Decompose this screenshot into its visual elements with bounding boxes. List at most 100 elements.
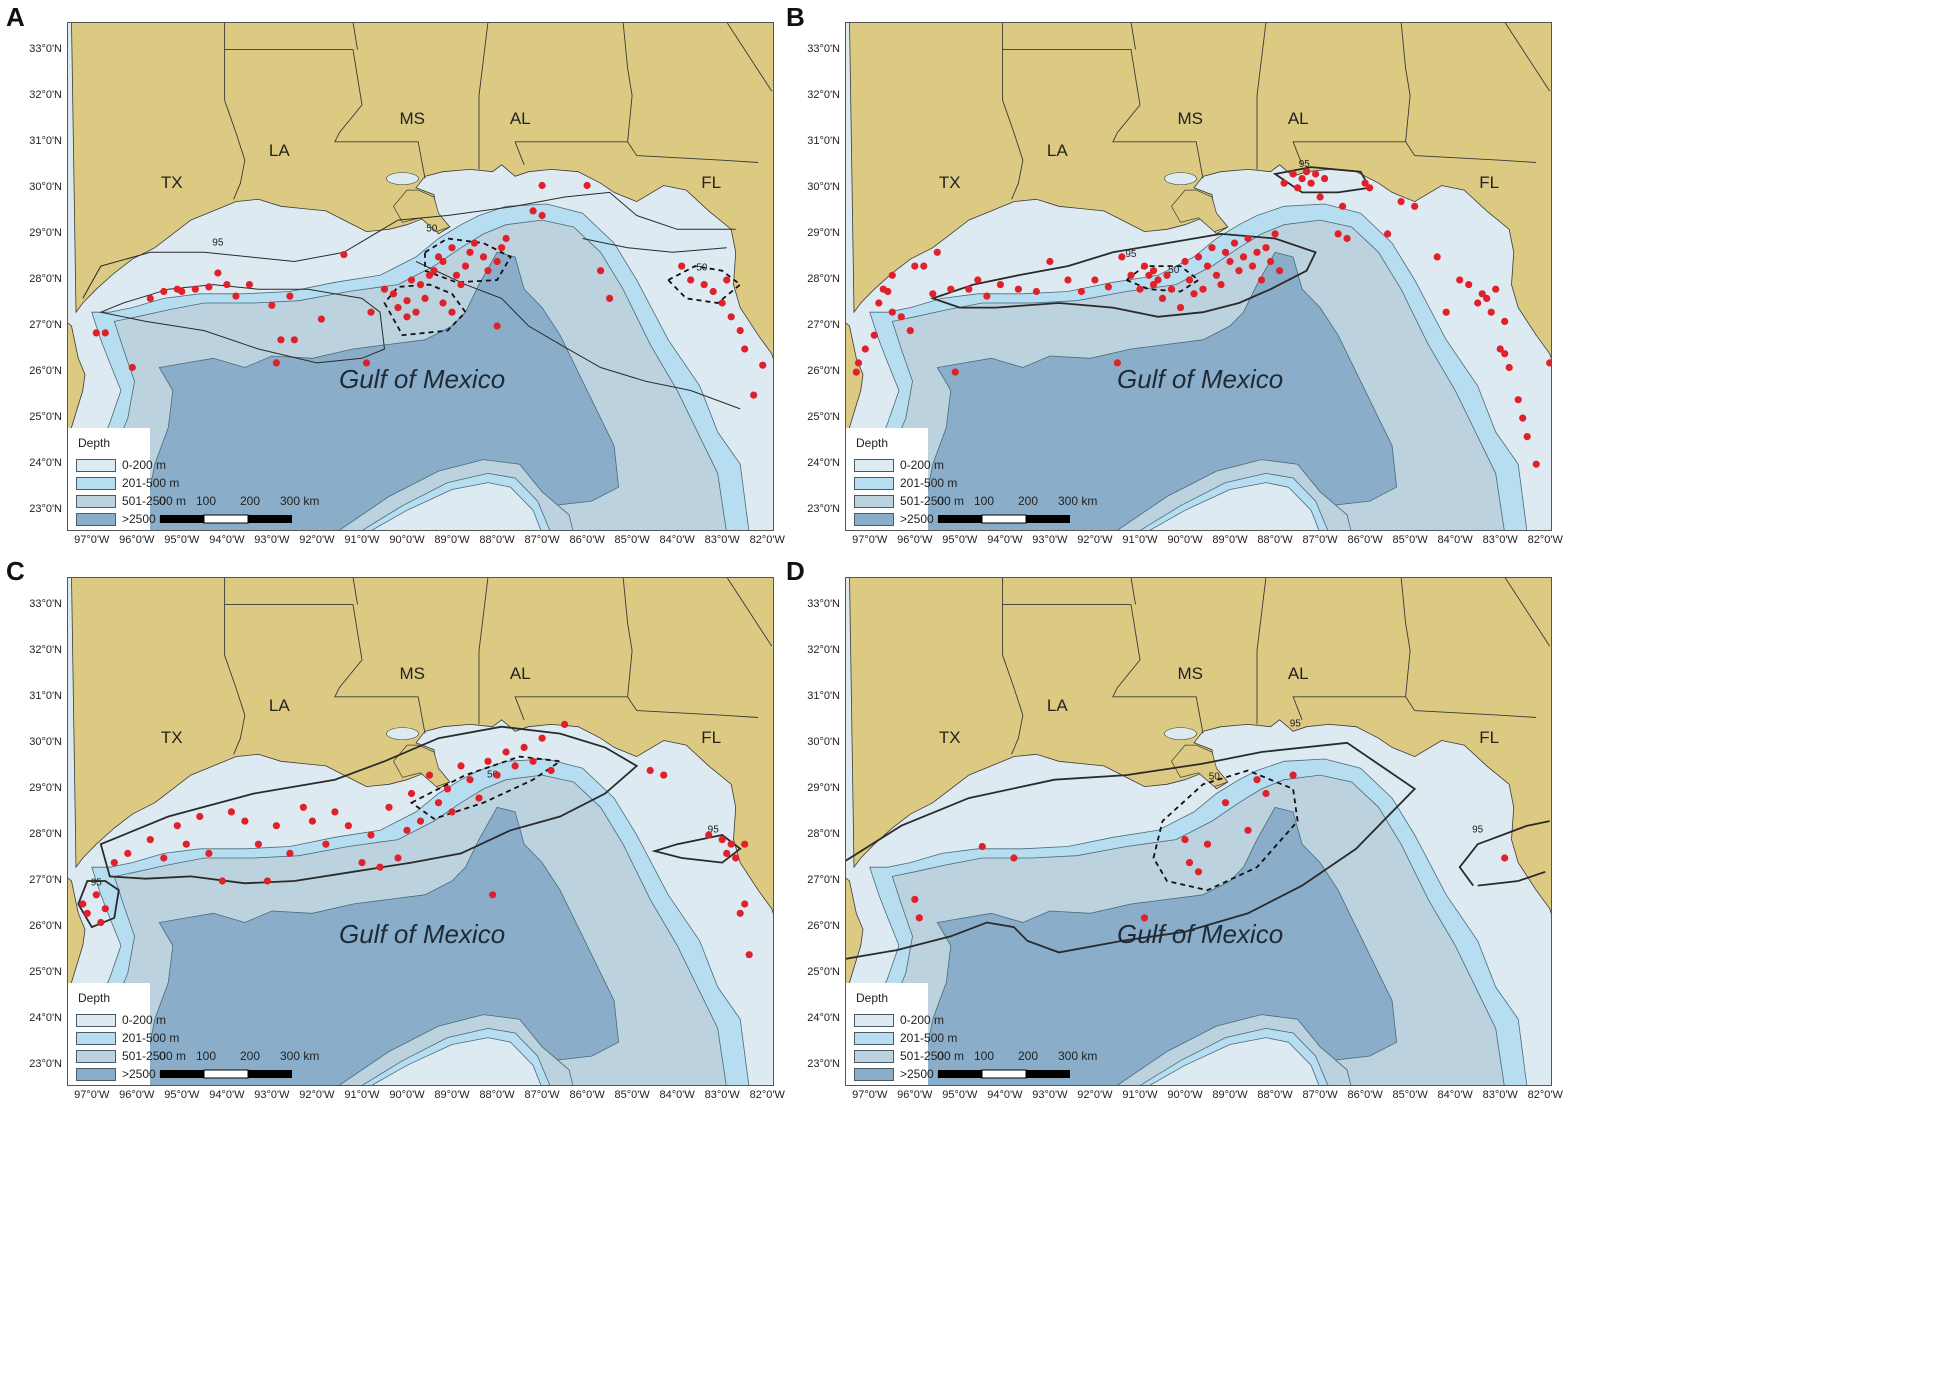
record-point (1230, 239, 1239, 247)
record-point (461, 262, 470, 270)
distribution-contour-95 (845, 741, 1417, 960)
latitude-label: 32°0'N (807, 88, 840, 101)
longitude-label: 89°0'W (1212, 534, 1248, 546)
scale-label: 300 km (1058, 1049, 1098, 1063)
legend-label: 201-500 m (122, 476, 180, 490)
latitude-label: 28°0'N (807, 272, 840, 285)
legend-swatch (76, 1032, 116, 1045)
record-point (1523, 433, 1531, 441)
latitude-label: 32°0'N (807, 643, 840, 656)
record-point (376, 863, 384, 871)
longitude-label: 95°0'W (942, 534, 978, 546)
state-label: AL (509, 663, 531, 683)
record-point (439, 257, 447, 266)
state-label: TX (938, 173, 961, 193)
distribution-contour-95 (82, 191, 736, 299)
longitude-label: 87°0'W (1302, 1089, 1338, 1101)
latitude-label: 29°0'N (807, 226, 840, 239)
state-boundary (1292, 577, 1411, 720)
legend-label: 501-2500 m (900, 494, 965, 508)
state-label: LA (1046, 140, 1068, 160)
record-point (520, 743, 528, 751)
record-point (430, 267, 438, 275)
latitude-label: 28°0'N (29, 272, 62, 285)
distribution-contour-95 (1458, 820, 1550, 887)
record-point (1339, 202, 1347, 210)
record-point (723, 849, 731, 857)
legend-label: 501-2500 m (122, 1049, 187, 1063)
legend-swatch (76, 477, 116, 490)
state-label: LA (268, 140, 290, 160)
record-point (344, 822, 352, 830)
latitude-label: 24°0'N (29, 457, 62, 470)
record-point (745, 951, 753, 959)
record-point (97, 918, 105, 927)
state-label: AL (1287, 663, 1309, 683)
record-point (110, 859, 118, 867)
record-point (727, 313, 735, 321)
legend-title: Depth (78, 991, 111, 1005)
scale-bar (160, 1069, 292, 1079)
map-frame (845, 577, 1552, 1086)
record-point (947, 285, 955, 293)
state-boundary (1504, 577, 1551, 647)
longitude-label: 84°0'W (1437, 1089, 1473, 1101)
record-point (403, 313, 411, 321)
record-point (660, 771, 668, 779)
state-boundary (1002, 577, 1024, 755)
record-point (493, 322, 501, 330)
water-body-label: Gulf of Mexico (339, 364, 506, 394)
state-boundary (514, 577, 633, 720)
state-boundary (1002, 604, 1204, 734)
record-point (911, 262, 919, 270)
longitude-label: 82°0'W (749, 534, 785, 546)
scale-label: 0 (937, 1049, 944, 1063)
record-point (434, 253, 443, 261)
record-point (1185, 276, 1194, 284)
record-point (983, 292, 991, 300)
state-boundary (1405, 141, 1537, 163)
record-point (362, 359, 371, 367)
record-point (597, 267, 605, 275)
record-point (160, 854, 168, 862)
water-body-label: Gulf of Mexico (339, 919, 506, 949)
record-point (687, 276, 695, 284)
state-label: MS (1177, 108, 1203, 128)
legend-label: 201-500 m (122, 1031, 180, 1045)
record-point (1127, 271, 1135, 279)
longitude-label: 97°0'W (852, 534, 888, 546)
scale-label: 100 (974, 494, 995, 508)
record-point (1181, 836, 1189, 844)
record-point (1176, 304, 1185, 312)
record-point (1501, 317, 1509, 325)
longitude-label: 84°0'W (659, 534, 695, 546)
record-point (1226, 257, 1234, 266)
longitude-label: 87°0'W (524, 534, 560, 546)
state-boundary (726, 577, 773, 647)
longitude-label: 92°0'W (1077, 1089, 1113, 1101)
distribution-contour-95 (77, 880, 120, 929)
longitude-label: 89°0'W (434, 534, 470, 546)
record-point (1113, 359, 1121, 367)
record-point (705, 831, 713, 839)
record-point (173, 822, 181, 830)
contour-label: 50 (696, 263, 708, 274)
longitude-label: 97°0'W (852, 1089, 888, 1101)
yucatan-shelf-zone (369, 482, 542, 531)
record-point (367, 308, 375, 316)
legend-title: Depth (78, 436, 111, 450)
legend-swatch (76, 513, 116, 526)
latitude-label: 27°0'N (807, 874, 840, 887)
legend-label: 0-200 m (122, 1013, 167, 1027)
contour-label: 95 (1472, 825, 1484, 836)
distribution-contour-50 (409, 755, 563, 820)
record-point (1361, 179, 1369, 187)
scale-bar (938, 514, 1070, 524)
map-frame (845, 22, 1552, 531)
longitude-label: 90°0'W (389, 534, 425, 546)
longitude-label: 93°0'W (1032, 1089, 1068, 1101)
record-point (1032, 287, 1040, 296)
legend-swatch (854, 459, 894, 472)
record-point (443, 785, 452, 793)
legend-label: 201-500 m (900, 476, 958, 490)
